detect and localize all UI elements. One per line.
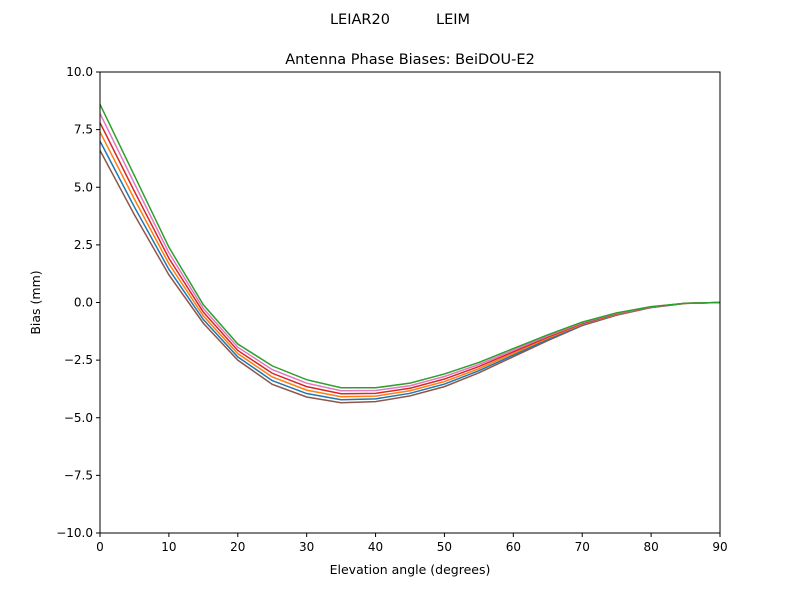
y-tick-label: 2.5: [74, 238, 93, 252]
y-tick-label: −2.5: [64, 353, 93, 367]
y-tick-label: −7.5: [64, 468, 93, 482]
y-tick-label: 10.0: [66, 65, 93, 79]
x-tick-label: 70: [575, 540, 590, 554]
x-tick-label: 10: [161, 540, 176, 554]
series-line-2: [99, 131, 721, 398]
figure-suptitle: LEIAR20 LEIM: [330, 12, 470, 28]
x-tick-label: 30: [299, 540, 314, 554]
y-tick-label: 0.0: [74, 296, 93, 310]
x-axis-label: Elevation angle (degrees): [330, 562, 491, 577]
x-tick-label: 40: [368, 540, 383, 554]
y-axis-label: Bias (mm): [28, 270, 43, 334]
x-tick-label: 80: [643, 540, 658, 554]
x-tick-label: 20: [230, 540, 245, 554]
ticks: 0 10 20 30 40 50 60 70 80 90 −10.0 −7.5 −5.0 −2.5 0.0 2…: [56, 65, 727, 554]
x-tick-label: 60: [506, 540, 521, 554]
x-tick-label: 90: [712, 540, 727, 554]
y-tick-label: 5.0: [74, 180, 93, 194]
series-line-5: [99, 103, 721, 389]
axes-frame: [99, 71, 721, 534]
y-tick-label: 7.5: [74, 123, 93, 137]
series-line-1: [99, 140, 721, 401]
y-tick-label: −10.0: [56, 526, 93, 540]
x-tick-label: 0: [96, 540, 104, 554]
y-tick-label: −5.0: [64, 411, 93, 425]
chart-title: Antenna Phase Biases: BeiDOU-E2: [285, 52, 535, 68]
series-line-4: [99, 113, 721, 392]
series-lines: [99, 103, 721, 404]
series-line-0: [99, 150, 721, 404]
series-line-3: [99, 122, 721, 395]
x-tick-label: 50: [437, 540, 452, 554]
